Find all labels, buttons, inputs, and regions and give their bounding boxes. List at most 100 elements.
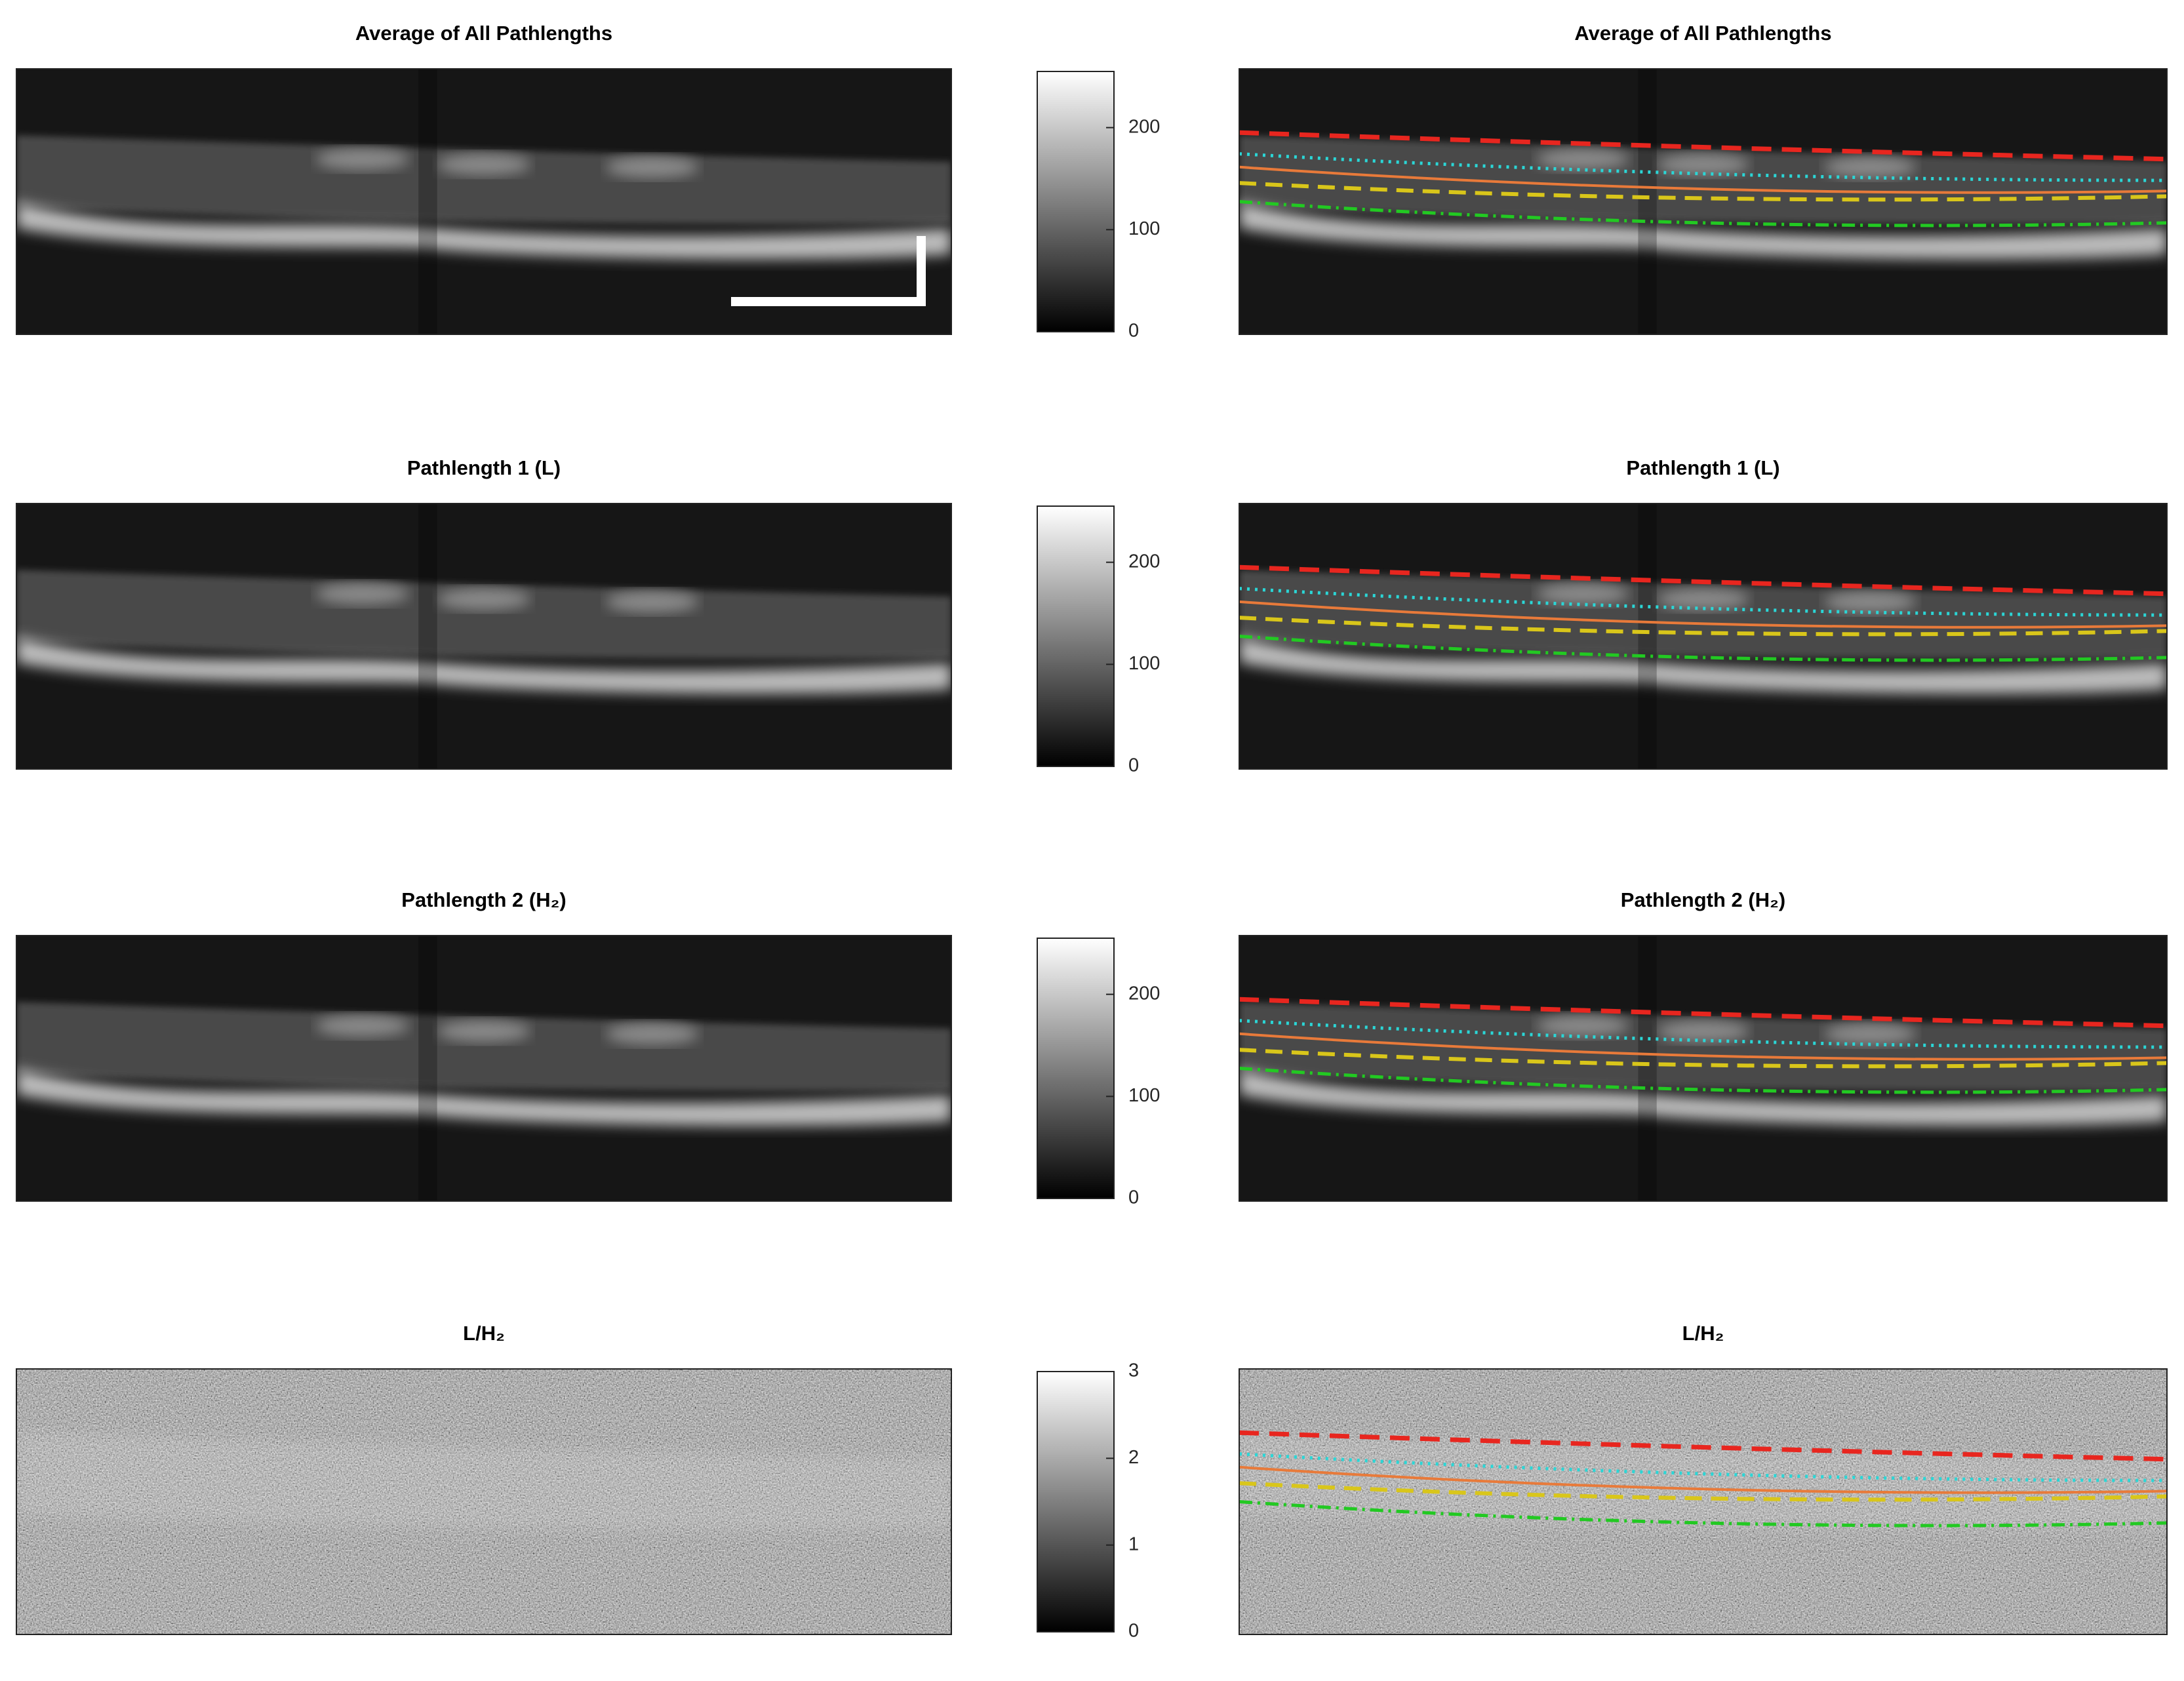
oct-image xyxy=(1239,1369,2167,1634)
layer-orange xyxy=(1239,1032,2167,1061)
layer-green xyxy=(1239,1500,2167,1528)
bump xyxy=(605,591,699,613)
frame xyxy=(1239,1368,2168,1635)
frame xyxy=(1239,935,2168,1202)
bump xyxy=(1823,591,1916,613)
shadow xyxy=(1638,936,1657,1201)
bump xyxy=(315,1015,409,1037)
colorbar xyxy=(1037,505,1115,767)
retina xyxy=(16,570,951,659)
band xyxy=(16,1433,951,1530)
bump xyxy=(315,148,409,170)
frame xyxy=(16,935,952,1202)
colorbar-tick-label: 3 xyxy=(1128,1360,1139,1381)
oct-image xyxy=(16,504,951,769)
oct-image xyxy=(16,69,951,334)
frame xyxy=(16,68,952,335)
panel-title: Pathlength 2 (H₂) xyxy=(1621,888,1785,911)
shadow xyxy=(418,936,437,1201)
layer-green xyxy=(1239,200,2167,227)
layer-yellow xyxy=(1239,181,2167,202)
retina xyxy=(1239,135,2167,224)
bump xyxy=(1536,583,1629,604)
layer-yellow xyxy=(1239,616,2167,637)
frame xyxy=(16,1368,952,1635)
colorbar-tick-label: 100 xyxy=(1128,218,1160,239)
panel-title: Average of All Pathlengths xyxy=(1574,22,1831,45)
colorbar xyxy=(1037,1371,1115,1632)
frame xyxy=(16,503,952,770)
layer-red xyxy=(1239,564,2167,597)
retina xyxy=(1239,1002,2167,1091)
scale-bar xyxy=(731,236,926,306)
panel-title: L/H₂ xyxy=(1682,1322,1724,1345)
colorbar xyxy=(1037,71,1115,332)
layer-cyan xyxy=(1239,587,2167,617)
colorbar xyxy=(1037,938,1115,1199)
shadow xyxy=(1638,504,1657,769)
bump xyxy=(605,1023,699,1045)
layer-green xyxy=(1239,635,2167,662)
panel-title: Pathlength 1 (L) xyxy=(407,456,561,479)
layer-orange xyxy=(1239,165,2167,194)
layer-cyan xyxy=(1239,152,2167,182)
layer-red xyxy=(1239,130,2167,162)
layer-yellow xyxy=(1239,1481,2167,1502)
layer-green xyxy=(1239,1067,2167,1094)
bump xyxy=(1536,1015,1629,1037)
shadow xyxy=(418,69,437,334)
colorbar-tick-label: 1 xyxy=(1128,1533,1139,1554)
bump xyxy=(1823,156,1916,178)
layer-orange xyxy=(1239,600,2167,629)
frame xyxy=(1239,503,2168,770)
colorbar-tick-label: 200 xyxy=(1128,551,1160,572)
oct-image xyxy=(1239,936,2167,1201)
layer-red xyxy=(1239,1430,2167,1462)
bump xyxy=(315,583,409,604)
layer-orange xyxy=(1239,1465,2167,1494)
bump xyxy=(1536,148,1629,170)
colorbar-tick-label: 2 xyxy=(1128,1447,1139,1468)
layer-cyan xyxy=(1239,1452,2167,1482)
band xyxy=(1239,1433,2167,1530)
shadow xyxy=(418,504,437,769)
oct-image xyxy=(16,936,951,1201)
bump xyxy=(437,1020,531,1042)
colorbar-tick-label: 0 xyxy=(1128,755,1139,776)
retina xyxy=(16,1002,951,1091)
colorbar-tick-label: 200 xyxy=(1128,116,1160,137)
frame xyxy=(1239,68,2168,335)
colorbar-tick-label: 100 xyxy=(1128,653,1160,674)
bump xyxy=(1823,1023,1916,1045)
bump xyxy=(437,588,531,610)
rpe xyxy=(16,201,951,260)
shadow xyxy=(1638,69,1657,334)
colorbar-tick-label: 0 xyxy=(1128,1187,1139,1208)
bump xyxy=(1656,153,1750,175)
bump xyxy=(437,153,531,175)
oct-image xyxy=(16,1369,951,1634)
colorbar-tick-label: 200 xyxy=(1128,983,1160,1004)
panel-title: Average of All Pathlengths xyxy=(355,22,612,45)
retina xyxy=(1239,570,2167,659)
oct-image xyxy=(1239,504,2167,769)
layer-yellow xyxy=(1239,1048,2167,1069)
rpe xyxy=(16,1068,951,1126)
oct-image xyxy=(1239,69,2167,334)
rpe xyxy=(1239,201,2167,260)
colorbar-tick-label: 100 xyxy=(1128,1085,1160,1106)
retina xyxy=(16,135,951,224)
rpe xyxy=(1239,1068,2167,1126)
colorbar-tick-label: 0 xyxy=(1128,1621,1139,1642)
panel-title: Pathlength 2 (H₂) xyxy=(401,888,566,911)
rpe xyxy=(1239,636,2167,694)
colorbar-tick-label: 0 xyxy=(1128,321,1139,342)
layer-red xyxy=(1239,997,2167,1029)
bump xyxy=(1656,1020,1750,1042)
rpe xyxy=(16,636,951,694)
bump xyxy=(1656,588,1750,610)
layer-cyan xyxy=(1239,1019,2167,1049)
bump xyxy=(605,156,699,178)
